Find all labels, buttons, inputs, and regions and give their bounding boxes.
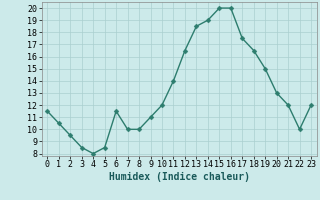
X-axis label: Humidex (Indice chaleur): Humidex (Indice chaleur) — [109, 172, 250, 182]
